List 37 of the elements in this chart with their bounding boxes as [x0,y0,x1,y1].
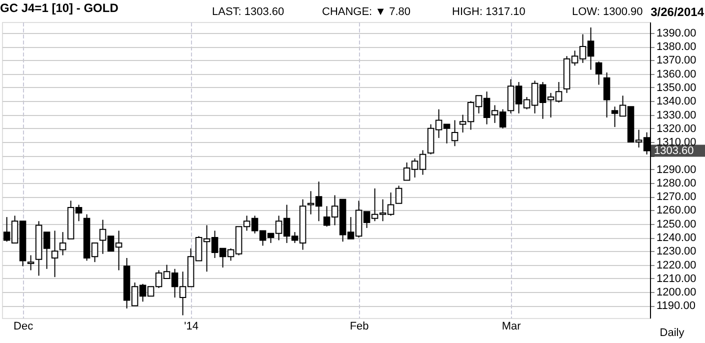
y-tick-label: 1290.00 [656,164,696,176]
y-tick-label: 1200.00 [656,286,696,299]
candlestick [395,185,402,204]
y-tick-label: 1370.00 [656,54,696,67]
y-tick-label: 1320.00 [656,122,696,135]
x-tick-label: '14 [184,320,198,332]
text: LAST: 1303.60 [212,6,284,18]
y-tick-label: 1360.00 [656,68,696,80]
x-tick-label: Dec [14,320,34,332]
y-tick-label: 1210.00 [656,272,696,285]
text: Daily [660,327,685,339]
y-tick-label: 1220.00 [656,259,696,272]
text: CHANGE: ▼ 7.80 [322,6,411,18]
y-tick-label: 1230.00 [656,246,696,258]
y-tick-label: 1390.00 [656,27,696,40]
y-tick-label: 1380.00 [656,41,696,54]
y-tick-label: 1240.00 [656,232,696,244]
candlestick [451,120,458,147]
x-tick-label: Mar [502,320,522,332]
y-tick-label: 1340.00 [656,96,696,108]
y-tick-label: 1330.00 [656,109,696,122]
text: HIGH: 1317.10 [452,6,526,18]
y-tick-label: 1270.00 [656,191,696,204]
y-tick-label: 1350.00 [656,82,696,94]
candlestick [603,72,610,118]
text: LOW: 1300.90 [572,6,643,18]
text: 3/26/2014 [650,5,704,19]
y-tick-label: 1260.00 [656,204,696,217]
candlestick [59,232,66,256]
x-tick-label: Feb [350,320,369,332]
y-tick-label: 1250.00 [656,218,696,230]
candlestick [51,230,58,278]
y-tick-label: 1280.00 [656,177,696,190]
chart-title: GC J4=1 [10] - GOLD [0,1,119,15]
y-tick-label: 1190.00 [656,300,696,312]
candlestick [595,61,602,86]
candlestick [27,254,34,271]
